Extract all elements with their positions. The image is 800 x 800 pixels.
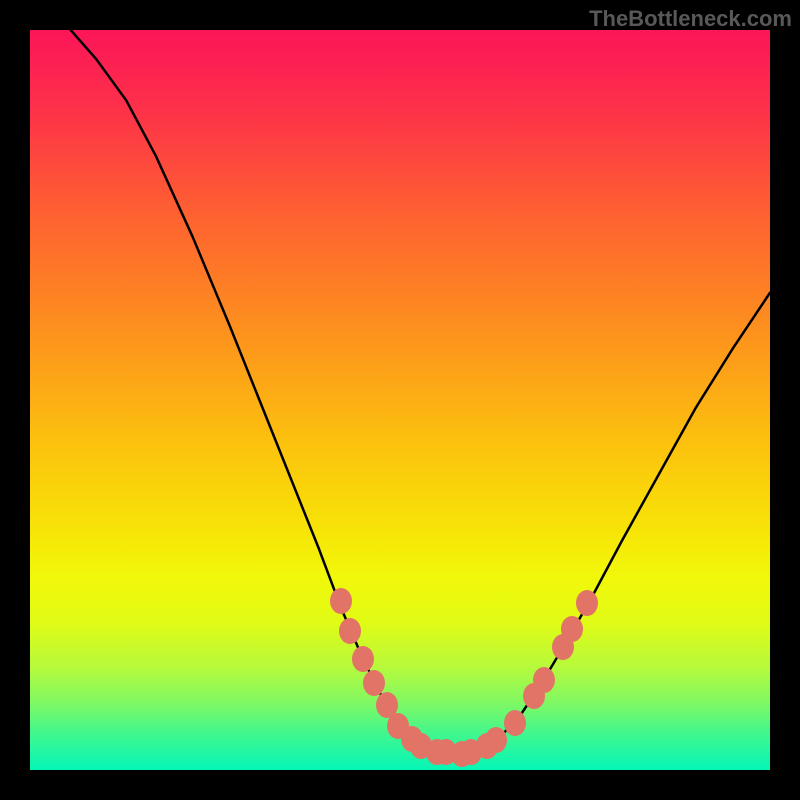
curve-marker (485, 727, 507, 753)
curve-marker (352, 646, 374, 672)
curve-marker (576, 590, 598, 616)
curve-marker (561, 616, 583, 642)
chart-stage: TheBottleneck.com (0, 0, 800, 800)
curve-marker (339, 618, 361, 644)
watermark-label: TheBottleneck.com (589, 6, 792, 32)
curve-marker (504, 710, 526, 736)
marker-layer (30, 30, 770, 770)
plot-area (30, 30, 770, 770)
curve-marker (533, 667, 555, 693)
curve-marker (330, 588, 352, 614)
